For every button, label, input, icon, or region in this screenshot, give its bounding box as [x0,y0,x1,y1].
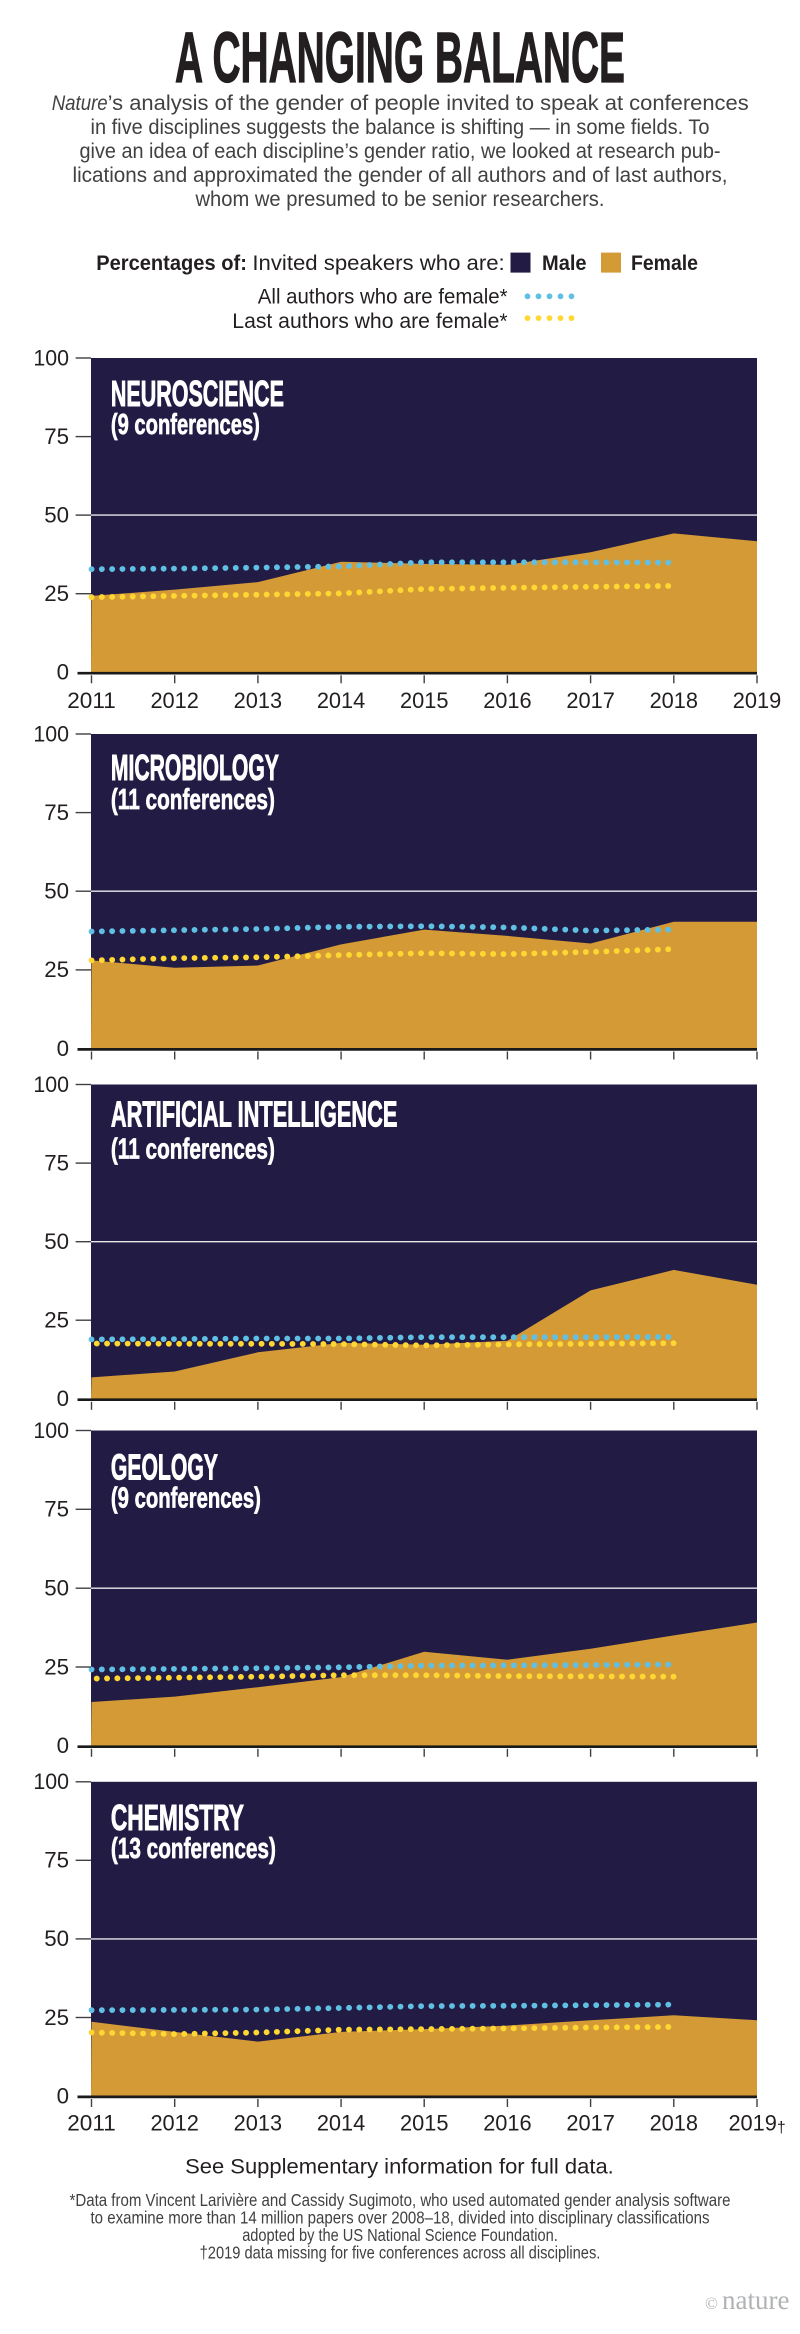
svg-text:give an idea of each disciplin: give an idea of each discipline’s gender… [80,139,721,163]
svg-text:2018: 2018 [650,688,699,713]
svg-text:2019†: 2019† [728,2110,785,2136]
svg-text:2017: 2017 [566,688,615,713]
svg-text:2012: 2012 [150,2110,199,2135]
svg-text:(9 conferences): (9 conferences) [111,1483,261,1515]
svg-text:25: 25 [44,1308,69,1333]
svg-text:25: 25 [44,1654,69,1679]
svg-text:50: 50 [44,1926,69,1951]
svg-text:A CHANGING BALANCE: A CHANGING BALANCE [175,19,625,98]
svg-text:0: 0 [57,1386,69,1411]
svg-text:2018: 2018 [650,2110,699,2135]
svg-text:(13 conferences): (13 conferences) [111,1833,276,1865]
svg-text:Invited speakers who are:: Invited speakers who are: [252,251,504,275]
svg-text:2016: 2016 [483,688,532,713]
svg-text:100: 100 [33,345,69,370]
svg-text:(11 conferences): (11 conferences) [111,784,275,816]
svg-text:†2019 data missing for five co: †2019 data missing for five conferences … [200,2243,601,2263]
svg-text:Percentages of:: Percentages of: [96,251,247,275]
svg-text:2015: 2015 [400,2110,449,2135]
svg-text:2011: 2011 [67,2110,116,2135]
svg-text:100: 100 [33,1072,69,1097]
svg-text:to examine more than 14 millio: to examine more than 14 million papers o… [91,2208,710,2228]
svg-text:Nature: Nature [52,91,108,115]
svg-text:75: 75 [44,424,69,449]
svg-text:100: 100 [33,1769,69,1794]
svg-text:50: 50 [44,502,69,527]
svg-text:2014: 2014 [317,688,366,713]
svg-text:All authors who are female*: All authors who are female* [258,285,508,309]
svg-text:CHEMISTRY: CHEMISTRY [111,1797,244,1838]
svg-text:0: 0 [57,660,69,685]
svg-text:0: 0 [57,2083,69,2108]
svg-text:0: 0 [57,1036,69,1061]
svg-text:GEOLOGY: GEOLOGY [111,1447,218,1488]
svg-text:2019: 2019 [733,688,782,713]
svg-text:See Supplementary information: See Supplementary information for full d… [185,2154,614,2178]
svg-text:75: 75 [44,1848,69,1873]
svg-text:75: 75 [44,1150,69,1175]
svg-text:25: 25 [44,581,69,606]
svg-text:Last authors who are female*: Last authors who are female* [232,309,508,333]
svg-text:lications and approximated the: lications and approximated the gender of… [73,163,728,187]
svg-text:2015: 2015 [400,688,449,713]
svg-text:25: 25 [44,2005,69,2030]
svg-text:75: 75 [44,800,69,825]
svg-text:Female: Female [631,251,698,275]
svg-text:*Data from Vincent Larivière a: *Data from Vincent Larivière and Cassidy… [70,2190,731,2210]
svg-text:100: 100 [33,1418,69,1443]
svg-text:2013: 2013 [234,688,283,713]
svg-text:0: 0 [57,1733,69,1758]
svg-text:(11 conferences): (11 conferences) [111,1134,275,1166]
svg-text:2017: 2017 [566,2110,615,2135]
svg-text:nature: nature [722,2284,790,2315]
svg-text:in five disciplines suggests t: in five disciplines suggests the balance… [91,115,710,139]
svg-text:whom we presumed to be senior: whom we presumed to be senior researcher… [195,187,605,211]
svg-text:ARTIFICIAL INTELLIGENCE: ARTIFICIAL INTELLIGENCE [111,1094,398,1135]
svg-text:75: 75 [44,1497,69,1522]
svg-text:MICROBIOLOGY: MICROBIOLOGY [111,747,279,788]
svg-text:Male: Male [542,251,587,275]
svg-text:2016: 2016 [483,2110,532,2135]
svg-text:50: 50 [44,1576,69,1601]
svg-text:100: 100 [33,721,69,746]
svg-text:2011: 2011 [67,688,116,713]
svg-text:50: 50 [44,1229,69,1254]
svg-text:2012: 2012 [150,688,199,713]
svg-text:2014: 2014 [317,2110,366,2135]
svg-text:(9 conferences): (9 conferences) [111,409,260,441]
svg-text:©: © [705,2294,718,2313]
svg-text:2013: 2013 [234,2110,283,2135]
svg-text:NEUROSCIENCE: NEUROSCIENCE [111,373,284,414]
svg-text:adopted by the US National Sci: adopted by the US National Science Found… [242,2225,558,2245]
svg-text:’s analysis of the gender of p: ’s analysis of the gender of people invi… [108,91,749,115]
svg-text:50: 50 [44,879,69,904]
svg-text:25: 25 [44,957,69,982]
